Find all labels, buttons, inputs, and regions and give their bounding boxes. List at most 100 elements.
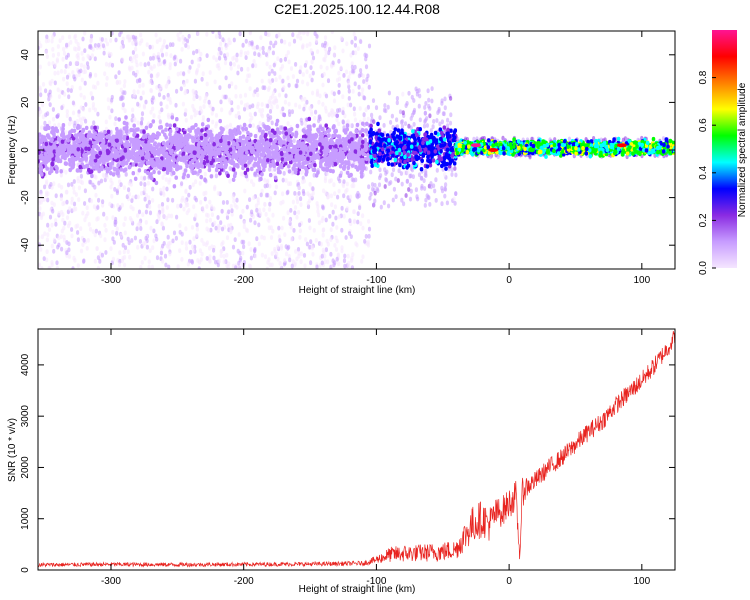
spectrogram-cell — [379, 204, 383, 210]
spectrogram-cell — [141, 142, 146, 148]
spectrogram-cell — [65, 240, 69, 245]
spectrogram-cell — [157, 204, 161, 209]
spectrogram-cell — [284, 178, 288, 183]
spectrogram-cell — [62, 76, 66, 82]
spectrogram-cell — [211, 158, 215, 163]
spectrogram-cell — [282, 85, 286, 90]
spectrogram-cell — [203, 171, 207, 177]
spectrogram-cell — [51, 107, 56, 112]
spectrogram-cell — [165, 122, 169, 128]
spectrogram-cell — [135, 226, 139, 232]
spectrogram-cell — [333, 243, 337, 248]
spectrogram-cell — [94, 162, 99, 167]
spectrogram-cell — [212, 142, 216, 147]
spectrogram-cell — [260, 113, 265, 119]
spectrogram-cell — [185, 38, 190, 44]
spectrogram-cell — [231, 177, 236, 182]
spectrogram-cell — [429, 181, 433, 186]
spectrogram-cell — [101, 140, 106, 145]
spectrogram-cell — [122, 249, 126, 255]
spectrogram-cell — [51, 53, 56, 58]
spectrogram-cell — [101, 203, 105, 208]
spectrogram-cell — [180, 231, 184, 237]
spectrogram-cell — [76, 52, 80, 58]
spectrogram-cell — [225, 135, 230, 140]
spectrogram-cell — [235, 144, 240, 150]
spectrogram-cell — [333, 149, 338, 154]
spectrogram-cell — [104, 61, 109, 67]
spectrogram-cell — [234, 131, 238, 136]
spectrogram-cell — [264, 31, 268, 37]
spectrogram-cell — [243, 163, 248, 168]
spectrogram-cell — [143, 187, 147, 193]
spectrogram-cell — [107, 142, 112, 147]
spectrogram-cell — [202, 241, 206, 247]
spectrogram-cell — [68, 116, 72, 122]
spectrogram-cell — [144, 125, 149, 130]
spectrogram-cell — [65, 199, 69, 205]
spectrogram-cell — [349, 102, 353, 108]
spectrogram-cell — [152, 228, 156, 234]
spectrogram-cell — [117, 117, 121, 122]
spectrogram-cell — [138, 140, 142, 145]
spectrogram-cell — [356, 194, 360, 200]
spectrogram-cell — [347, 156, 351, 161]
spectrogram-cell — [80, 180, 84, 186]
spectrogram-cell — [51, 208, 55, 214]
spectrogram-cell — [243, 188, 247, 194]
spectrogram-cell — [219, 99, 223, 105]
spectrogram-cell — [130, 155, 135, 160]
spectrogram-cell — [315, 264, 319, 269]
spectrogram-cell — [212, 247, 216, 253]
spectrogram-cell — [172, 139, 176, 144]
spectrogram-cell — [80, 149, 84, 154]
spectrogram-cell — [279, 58, 283, 63]
spectrogram-cell — [182, 71, 186, 76]
spectrogram-cell — [239, 262, 243, 267]
spectrogram-cell — [255, 207, 259, 213]
spectrogram-cell — [364, 56, 368, 62]
spectrogram-cell — [192, 236, 196, 242]
spectrogram-cell — [360, 144, 365, 149]
spectrogram-cell — [136, 101, 140, 107]
spectrogram-cell — [217, 46, 221, 52]
spectrogram-cell — [401, 110, 405, 116]
spectrogram-cell — [206, 213, 210, 218]
spectrogram-cell — [260, 131, 265, 136]
spectrogram-cell — [358, 106, 362, 111]
spectrogram-cell — [91, 182, 95, 188]
spectrogram-cell — [302, 253, 307, 258]
spectrogram-cell — [183, 146, 187, 151]
spectrogram-cell — [180, 142, 185, 147]
spectrogram-cell — [188, 184, 192, 190]
spectrogram-cell — [56, 244, 60, 250]
spectrogram-cell — [330, 31, 334, 35]
spectrogram-cell — [169, 213, 174, 219]
spectrogram-cell — [299, 259, 303, 265]
spectrogram-cell — [100, 165, 104, 170]
spectrogram-cell — [160, 147, 164, 153]
spectrogram-cell — [324, 49, 328, 55]
spectrogram-cell — [269, 225, 273, 231]
spectrogram-cell — [346, 134, 351, 139]
spectrogram-cell — [132, 123, 136, 128]
spectrogram-cell — [220, 208, 224, 214]
spectrogram-cell — [294, 102, 298, 108]
spectrogram-cell — [103, 237, 107, 243]
spectrogram-cell — [189, 249, 193, 255]
spectrogram-cell — [367, 233, 371, 239]
spectrogram-cell — [306, 81, 310, 87]
spectrogram-cell — [407, 123, 411, 129]
spectrogram-cell — [102, 173, 107, 179]
spectrogram-cell — [140, 38, 144, 44]
spectrogram-cell — [237, 152, 242, 158]
spectrogram-cell — [268, 183, 272, 189]
spectrogram-cell — [166, 92, 170, 98]
spectrogram-cell — [266, 113, 270, 119]
spectrogram-cell — [334, 128, 339, 134]
spectrogram-cell — [305, 160, 309, 165]
spectrogram-cell — [198, 248, 202, 254]
spectrogram-cell — [188, 160, 193, 166]
spectrogram-cell — [349, 152, 354, 158]
